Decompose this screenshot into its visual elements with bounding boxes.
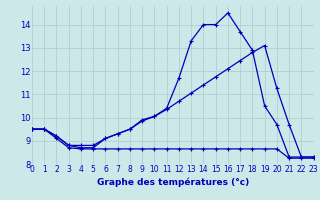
X-axis label: Graphe des températures (°c): Graphe des températures (°c) xyxy=(97,177,249,187)
